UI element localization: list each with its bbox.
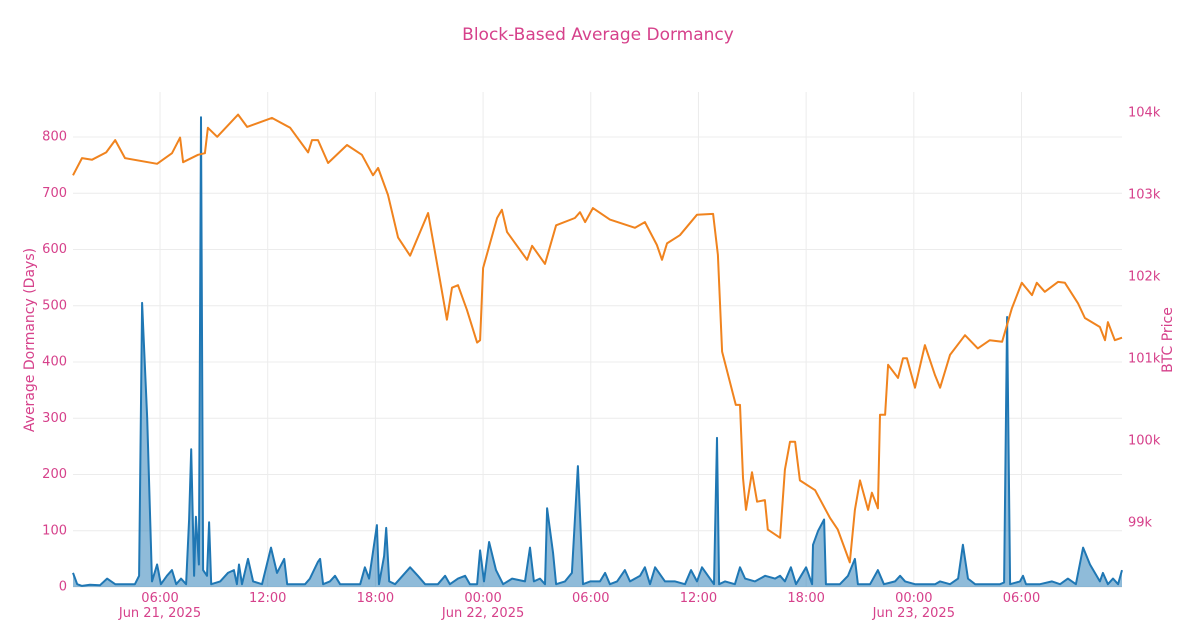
y-tick-label: 600 [42,242,67,257]
x-tick-label: 06:00 [1003,591,1040,606]
y-axis-title: Average Dormancy (Days) [22,248,38,432]
series-line [72,113,1123,564]
x-tick-label: 18:00 [787,591,824,606]
series-line [72,116,1123,587]
y2-tick-label: 101k [1128,352,1161,367]
series-area [73,117,1122,588]
y-tick-label: 200 [42,467,67,482]
y-tick-label: 0 [59,580,67,595]
y-tick-label: 400 [42,355,67,370]
x-tick-label: 12:00 [680,591,717,606]
grid [73,92,1122,588]
x-tick-label: 00:00 Jun 23, 2025 [872,591,955,621]
tick-labels: 0 100 200 300 400 500 600 700 800 99k 100k 101k 102k… [42,105,1161,620]
y2-tick-label: 102k [1128,270,1161,285]
y-tick-label: 100 [42,523,67,538]
x-tick-label: 00:00 Jun 22, 2025 [441,591,524,621]
y2-tick-label: 99k [1128,516,1153,531]
y2-axis-title: BTC Price [1160,307,1176,373]
y-tick-label: 300 [42,411,67,426]
x-tick-label: 12:00 [249,591,286,606]
y-tick-label: 700 [42,186,67,201]
x-tick-label: 06:00 Jun 21, 2025 [118,591,201,621]
y2-tick-label: 104k [1128,105,1161,120]
plot-area [72,113,1123,588]
x-tick-label: 18:00 [357,591,394,606]
x-tick-label: 06:00 [572,591,609,606]
chart-title: Block-Based Average Dormancy [462,25,734,45]
y2-tick-label: 100k [1128,434,1161,449]
y2-tick-label: 103k [1128,188,1161,203]
y-tick-label: 800 [42,130,67,145]
y-tick-label: 500 [42,298,67,313]
